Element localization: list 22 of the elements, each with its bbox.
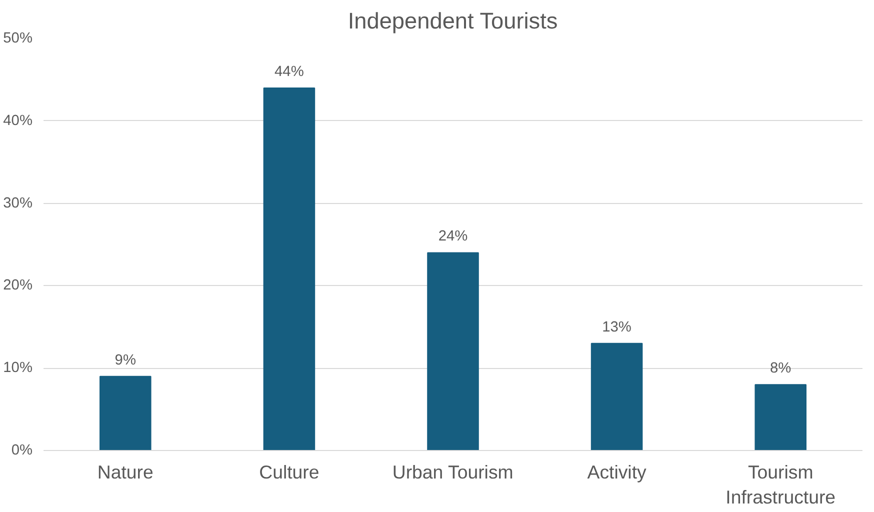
y-tick-label: 10% xyxy=(3,360,33,376)
y-tick-label: 40% xyxy=(3,112,33,129)
bar xyxy=(754,384,806,450)
bar xyxy=(427,252,479,450)
bar xyxy=(263,87,316,450)
bar xyxy=(590,342,643,450)
data-label: 8% xyxy=(770,360,792,377)
data-label: 13% xyxy=(602,319,632,336)
x-tick-label: Tourism Infrastructure xyxy=(726,462,836,508)
data-label: 44% xyxy=(274,64,304,80)
x-tick-label: Urban Tourism xyxy=(392,462,514,482)
y-tick-label: 30% xyxy=(3,195,33,212)
y-tick-label: 20% xyxy=(3,278,33,294)
x-tick-label: Activity xyxy=(587,462,648,482)
chart-title: Independent Tourists xyxy=(348,8,558,34)
x-tick-label: Culture xyxy=(259,462,320,482)
data-label: 9% xyxy=(114,352,136,368)
data-label: 24% xyxy=(438,228,468,245)
bar xyxy=(100,376,152,450)
x-tick-label: Nature xyxy=(97,462,154,482)
y-tick-label: 0% xyxy=(11,442,33,458)
y-tick-label: 50% xyxy=(3,30,33,46)
